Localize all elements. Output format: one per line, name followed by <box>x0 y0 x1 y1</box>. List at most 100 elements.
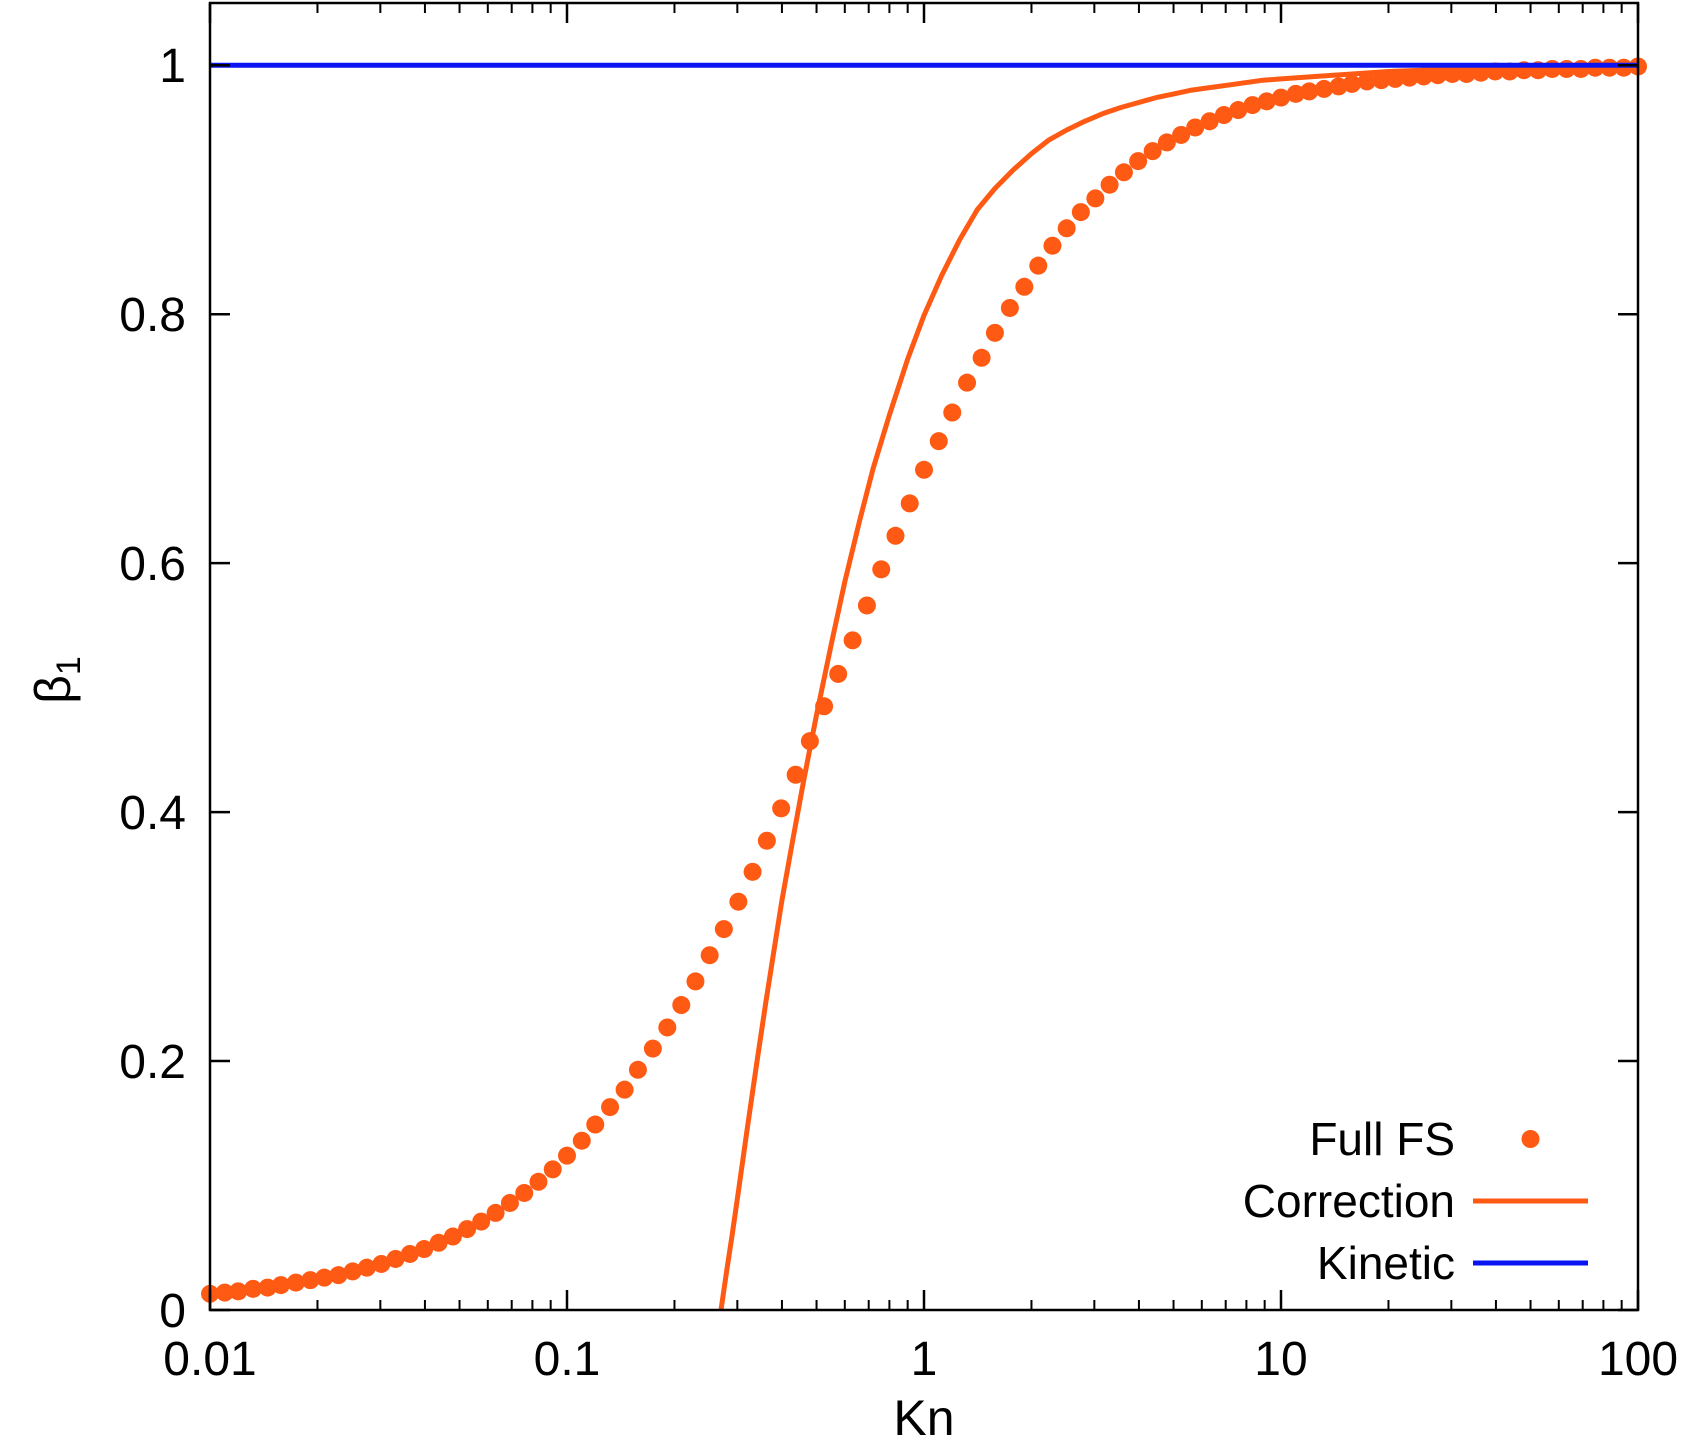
data-point-full-fs-35 <box>700 946 719 965</box>
data-point-full-fs-8 <box>315 1268 334 1287</box>
data-point-full-fs-9 <box>329 1266 348 1285</box>
data-point-full-fs-69 <box>1186 118 1205 137</box>
data-point-full-fs-34 <box>686 972 705 991</box>
data-point-full-fs-11 <box>357 1258 376 1277</box>
data-point-full-fs-7 <box>301 1271 320 1290</box>
axis-ticks <box>208 3 1640 1312</box>
data-point-full-fs-30 <box>628 1060 647 1079</box>
data-point-full-fs-82 <box>1372 71 1391 90</box>
legend-label-correction: Correction <box>1243 1175 1455 1227</box>
data-point-full-fs-10 <box>343 1262 362 1281</box>
data-point-full-fs-16 <box>429 1233 448 1252</box>
x-tick-label: 100 <box>1598 1333 1678 1386</box>
data-point-full-fs-20 <box>486 1203 505 1222</box>
data-point-full-fs-45 <box>843 631 862 650</box>
data-point-full-fs-36 <box>714 920 733 939</box>
data-point-full-fs-3 <box>244 1279 263 1298</box>
data-point-full-fs-46 <box>857 596 876 615</box>
data-point-full-fs-70 <box>1200 112 1219 131</box>
data-point-full-fs-63 <box>1100 175 1119 194</box>
data-point-full-fs-83 <box>1386 69 1405 88</box>
data-point-full-fs-32 <box>658 1018 677 1037</box>
data-point-full-fs-41 <box>786 765 805 784</box>
data-point-full-fs-51 <box>929 432 948 451</box>
data-point-full-fs-47 <box>872 560 891 579</box>
y-tick-label: 0.4 <box>119 787 186 840</box>
data-point-full-fs-81 <box>1357 72 1376 91</box>
y-tick-label: 0.2 <box>119 1036 186 1089</box>
data-point-full-fs-26 <box>572 1131 591 1150</box>
data-point-full-fs-37 <box>729 892 748 911</box>
data-point-full-fs-53 <box>958 373 977 392</box>
data-point-full-fs-14 <box>400 1244 419 1263</box>
legend-label-kinetic: Kinetic <box>1317 1237 1455 1289</box>
x-tick-label: 10 <box>1254 1333 1307 1386</box>
data-point-full-fs-56 <box>1000 298 1019 317</box>
data-point-full-fs-60 <box>1057 219 1076 238</box>
y-axis-subscript: 1 <box>50 656 88 675</box>
data-point-full-fs-23 <box>529 1172 548 1191</box>
data-point-full-fs-49 <box>900 494 919 513</box>
series-line-correction <box>718 64 1638 1311</box>
data-point-full-fs-24 <box>543 1160 562 1179</box>
data-point-full-fs-22 <box>515 1183 534 1202</box>
x-tick-label: 1 <box>911 1333 938 1386</box>
data-point-full-fs-4 <box>258 1278 277 1297</box>
y-tick-label: 0.6 <box>119 538 186 591</box>
data-point-full-fs-1 <box>215 1283 234 1302</box>
data-point-full-fs-15 <box>415 1240 434 1259</box>
data-point-full-fs-13 <box>386 1249 405 1268</box>
data-point-full-fs-50 <box>915 460 933 479</box>
data-point-full-fs-77 <box>1300 82 1319 101</box>
data-point-full-fs-17 <box>443 1227 462 1246</box>
data-point-full-fs-68 <box>1172 125 1191 144</box>
data-point-full-fs-74 <box>1257 92 1276 111</box>
data-point-full-fs-59 <box>1043 236 1062 255</box>
data-point-full-fs-71 <box>1214 106 1233 125</box>
data-point-full-fs-61 <box>1071 203 1090 222</box>
data-point-full-fs-29 <box>615 1080 634 1099</box>
data-point-full-fs-44 <box>829 664 848 683</box>
data-point-full-fs-2 <box>229 1282 248 1301</box>
data-point-full-fs-66 <box>1143 142 1162 161</box>
y-axis-title: β1 <box>25 656 88 704</box>
data-point-full-fs-12 <box>372 1254 391 1273</box>
data-point-full-fs-38 <box>743 862 762 881</box>
data-point-full-fs-58 <box>1029 256 1048 275</box>
data-point-full-fs-52 <box>943 403 962 422</box>
tick-labels: 0.01 0.1 1 10 100 0 0.2 0.4 0.6 0.8 1 <box>119 40 1678 1386</box>
data-point-full-fs-75 <box>1272 88 1290 107</box>
data-point-full-fs-48 <box>886 526 905 545</box>
y-axis-symbol: β <box>25 675 81 704</box>
data-point-full-fs-54 <box>972 348 991 367</box>
data-point-full-fs-80 <box>1342 74 1361 93</box>
plot-marks <box>201 57 1647 1311</box>
data-point-full-fs-5 <box>271 1276 290 1295</box>
x-tick-label: 0.01 <box>163 1333 256 1386</box>
data-point-full-fs-78 <box>1315 79 1334 98</box>
data-point-full-fs-31 <box>643 1039 662 1058</box>
data-point-full-fs-64 <box>1114 163 1133 182</box>
data-point-full-fs-19 <box>472 1212 491 1231</box>
data-point-full-fs-65 <box>1129 152 1148 171</box>
data-point-full-fs-21 <box>500 1193 519 1212</box>
legend-symbol-full-fs <box>1521 1130 1540 1148</box>
data-point-full-fs-76 <box>1286 84 1305 103</box>
data-point-full-fs-72 <box>1229 101 1248 120</box>
data-point-full-fs-25 <box>558 1146 576 1165</box>
data-point-full-fs-73 <box>1243 96 1262 115</box>
data-point-full-fs-57 <box>1015 277 1034 296</box>
data-point-full-fs-62 <box>1086 189 1105 208</box>
legend: Full FS Correction Kinetic <box>1243 1113 1588 1289</box>
x-tick-label: 0.1 <box>534 1333 601 1386</box>
y-tick-label: 1 <box>159 40 186 93</box>
y-tick-label: 0 <box>159 1285 186 1338</box>
y-tick-label: 0.8 <box>119 289 186 342</box>
data-point-full-fs-27 <box>586 1115 605 1134</box>
data-point-full-fs-39 <box>757 831 776 850</box>
legend-label-full-fs: Full FS <box>1309 1113 1455 1165</box>
data-point-full-fs-67 <box>1157 133 1176 152</box>
data-point-full-fs-55 <box>985 323 1004 342</box>
y-axis-title-text: β1 <box>25 656 88 704</box>
